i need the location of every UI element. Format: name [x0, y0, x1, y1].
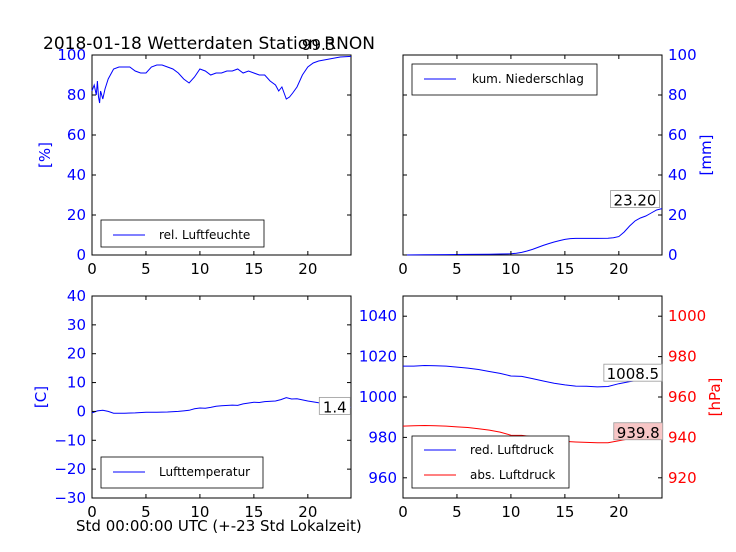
legend: kum. Niederschlag: [411, 63, 598, 96]
y-tick-label: 1040: [359, 307, 397, 325]
y-tick-label: 40: [668, 166, 687, 184]
x-tick-label: 10: [501, 260, 520, 278]
y-tick-label: 1000: [668, 307, 706, 325]
y-tick-label: −30: [54, 489, 86, 507]
x-tick-label: 0: [87, 503, 97, 521]
y-tick-label: 80: [67, 86, 86, 104]
x-tick-label: 5: [452, 503, 462, 521]
annotation-label: 1.4: [323, 398, 347, 416]
figure-xlabel: Std 00:00:00 UTC (+-23 Std Lokalzeit): [76, 517, 362, 535]
y-tick-label: 10: [67, 374, 86, 392]
annotation-label: 99.3: [302, 36, 335, 54]
series-line-rel-luftfeuchte: [91, 55, 352, 104]
temperature-ylabel: [C]: [32, 386, 50, 408]
y-tick-label: −20: [54, 460, 86, 478]
x-tick-label: 10: [190, 260, 209, 278]
annotation-label: 939.8: [617, 424, 660, 442]
x-tick-label: 15: [555, 260, 574, 278]
y-tick-label: 980: [368, 428, 397, 446]
y-tick-label: 0: [76, 402, 86, 420]
annotation-box: [318, 396, 351, 415]
series-line-lufttemperatur: [91, 397, 352, 414]
legend-entry: red. Luftdruck: [470, 443, 554, 457]
y-tick-label: 20: [668, 206, 687, 224]
x-tick-label: 20: [298, 503, 317, 521]
y-tick-label: 20: [67, 206, 86, 224]
y-tick-label: 40: [67, 166, 86, 184]
y-tick-label: 20: [67, 345, 86, 363]
x-tick-label: 0: [398, 503, 408, 521]
y-tick-label: 30: [67, 316, 86, 334]
temperature-frame: [91, 295, 352, 499]
x-tick-label: 10: [501, 503, 520, 521]
annotation-label: 23.20: [614, 192, 657, 210]
legend-entry: abs. Luftdruck: [470, 468, 555, 482]
y-tick-label: 1020: [359, 348, 397, 366]
humidity-axes: 0 5 10 15 20 0 20 40 60 80 100 [%] rel. Luftfeuchte 9…: [36, 36, 352, 278]
x-tick-label: 0: [87, 260, 97, 278]
y-tick-label: 940: [668, 428, 697, 446]
temperature-axes: 0 5 10 15 20 −30 −20 −10 0 10 20 30 40 [C] Lufttempera…: [32, 287, 352, 521]
series-line-kum-niederschlag: [402, 208, 663, 256]
y-tick-label: 960: [368, 469, 397, 487]
y-tick-label: 0: [668, 246, 678, 264]
legend-box: [411, 435, 570, 489]
legend: Lufttemperatur: [100, 456, 264, 489]
x-tick-label: 15: [244, 503, 263, 521]
y-tick-label: 60: [668, 126, 687, 144]
x-tick-label: 5: [141, 503, 151, 521]
legend-entry: rel. Luftfeuchte: [159, 228, 250, 242]
y-tick-label: 80: [668, 86, 687, 104]
series-line-red-luftdruck: [403, 364, 663, 388]
y-tick-label: −10: [54, 431, 86, 449]
y-tick-label: 40: [67, 287, 86, 305]
humidity-frame: [91, 54, 352, 256]
annotation-box: [603, 363, 663, 382]
legend-entry: Lufttemperatur: [159, 465, 250, 479]
x-tick-label: 15: [244, 260, 263, 278]
legend-entry: kum. Niederschlag: [472, 72, 584, 86]
precipitation-axes: 0 5 10 15 20 0 20 40 60 80 100 [mm] kum. Niederschla…: [398, 46, 715, 278]
legend-box: [100, 219, 265, 248]
x-tick-label: 10: [190, 503, 209, 521]
y-tick-label: 960: [668, 388, 697, 406]
x-tick-label: 0: [398, 260, 408, 278]
y-tick-label: 980: [668, 348, 697, 366]
annotation-label: 1008.5: [607, 365, 660, 383]
legend: rel. Luftfeuchte: [100, 219, 265, 248]
annotation-box: [610, 190, 660, 209]
y-tick-label: 1000: [359, 388, 397, 406]
precipitation-frame: [402, 54, 663, 256]
x-tick-label: 20: [609, 260, 628, 278]
annotation-box: [613, 422, 664, 441]
y-tick-label: 0: [76, 246, 86, 264]
x-tick-label: 20: [609, 503, 628, 521]
precipitation-ylabel: [mm]: [697, 135, 715, 176]
figure-title: 2018-01-18 Wetterdaten Station RNON: [43, 34, 375, 54]
humidity-ylabel: [%]: [36, 142, 54, 168]
y-tick-label: 920: [668, 469, 697, 487]
y-tick-label: 60: [67, 126, 86, 144]
pressure-axes: 0 5 10 15 20 960 980 1000 1020 1040 920 940 960 980 10…: [359, 295, 724, 521]
pressure-ylabel-right: [hPa]: [706, 378, 724, 417]
y-tick-label: 100: [668, 46, 697, 64]
x-tick-label: 5: [141, 260, 151, 278]
legend: red. Luftdruck abs. Luftdruck: [411, 435, 570, 489]
y-tick-label: 100: [57, 46, 86, 64]
x-tick-label: 5: [452, 260, 462, 278]
x-tick-label: 20: [298, 260, 317, 278]
x-tick-label: 15: [555, 503, 574, 521]
